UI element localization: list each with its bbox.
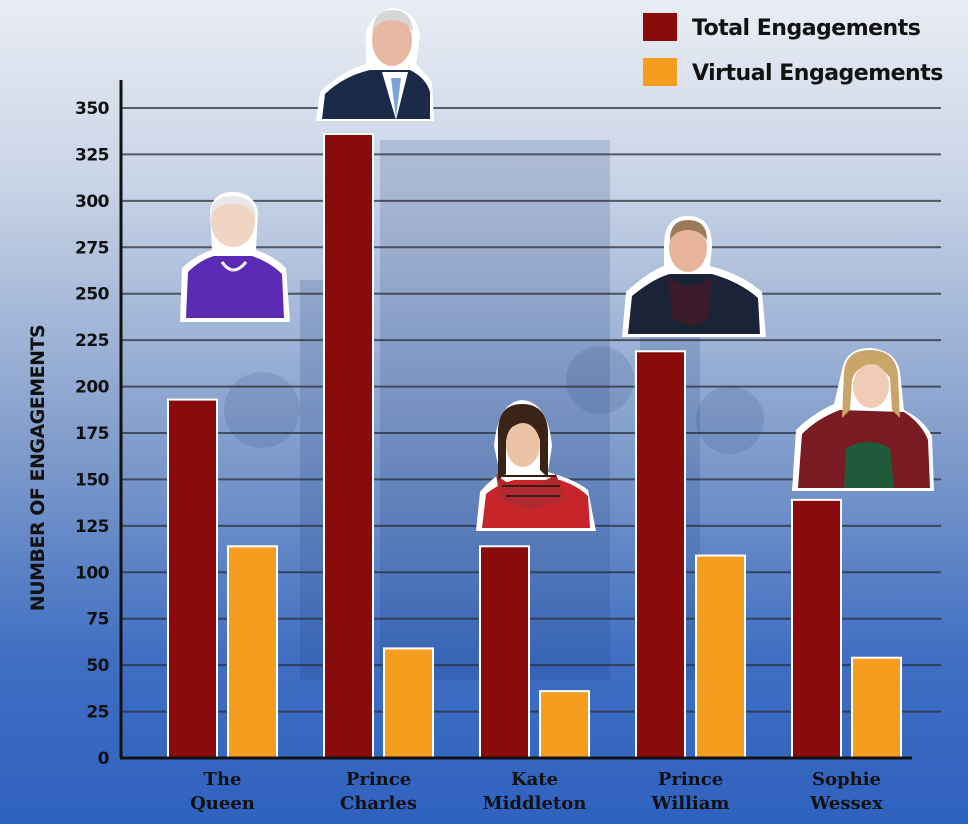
bar-total-0: [167, 398, 218, 759]
y-tick-label: 75: [86, 610, 109, 630]
sophie-wessex-portrait: [792, 348, 934, 491]
y-tick-label: 100: [75, 563, 110, 583]
x-category-label: William: [651, 793, 730, 814]
x-category-label: Wessex: [809, 793, 883, 814]
prince-william-portrait: [622, 216, 766, 337]
y-tick-label: 350: [75, 99, 110, 119]
prince-charles-portrait: [316, 8, 434, 121]
x-category-label: Prince: [346, 769, 411, 790]
bar-virtual-1: [383, 647, 434, 760]
y-axis-label: NUMBER OF ENGAGEMENTS: [27, 325, 49, 611]
x-category-label: Prince: [658, 769, 723, 790]
x-category-label: Queen: [190, 793, 255, 814]
bar-total-1: [323, 133, 374, 759]
kate-middleton-portrait: [476, 400, 596, 531]
x-category-label: Charles: [340, 793, 417, 814]
y-tick-label: 0: [98, 749, 110, 769]
y-tick-label: 225: [75, 331, 109, 351]
x-category-label: Middleton: [483, 793, 587, 814]
y-tick-label: 175: [75, 424, 109, 444]
legend-label-total: Total Engagements: [692, 16, 921, 41]
y-tick-label: 25: [86, 703, 109, 723]
x-axis-categories: The Queen Prince Charles Kate Middleton Prince…: [190, 769, 883, 814]
y-tick-label: 125: [75, 517, 109, 537]
legend-swatch-virtual: [643, 58, 677, 86]
bar-total-4: [791, 498, 842, 759]
y-tick-label: 200: [75, 378, 110, 398]
y-tick-label: 150: [75, 470, 110, 490]
y-tick-label: 275: [75, 238, 109, 258]
bar-total-3: [635, 350, 686, 759]
bar-virtual-3: [695, 554, 746, 759]
queen-portrait: [180, 192, 290, 322]
y-tick-label: 50: [86, 656, 109, 676]
y-tick-label: 250: [75, 285, 110, 305]
legend-swatch-total: [643, 13, 677, 41]
bar-virtual-4: [851, 656, 902, 760]
x-category-label: The: [204, 769, 242, 790]
x-category-label: Sophie: [812, 769, 881, 790]
portraits: [180, 8, 934, 531]
y-tick-label: 325: [75, 145, 109, 165]
y-axis-ticks: 0 25 50 75 100 125 150 175 200 225 250 275 300 325 350: [75, 99, 110, 769]
bar-virtual-2: [539, 690, 590, 760]
legend: Total Engagements Virtual Engagements: [643, 13, 944, 86]
legend-label-virtual: Virtual Engagements: [692, 61, 943, 86]
y-tick-label: 300: [75, 192, 110, 212]
bar-total-2: [479, 545, 530, 759]
bars: [167, 133, 902, 760]
x-category-label: Kate: [511, 769, 558, 790]
bar-virtual-0: [227, 545, 278, 759]
